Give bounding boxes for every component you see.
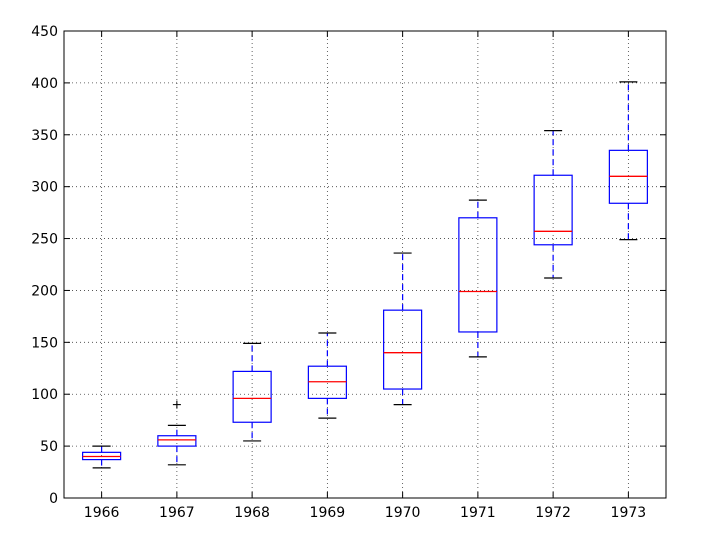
box-body: [533, 174, 573, 246]
x-tick-label: 1972: [535, 505, 571, 521]
x-tick-label: 1970: [385, 505, 421, 521]
y-tick-label: 200: [31, 283, 58, 299]
box-group: [82, 445, 122, 469]
y-tick-label: 450: [31, 24, 58, 40]
box-body: [458, 217, 498, 333]
box-group: [157, 400, 197, 466]
box-group: [533, 130, 573, 279]
x-tick-label: 1969: [310, 505, 346, 521]
x-tick-label: 1971: [460, 505, 496, 521]
box-group: [458, 199, 498, 358]
x-tick-label: 1968: [234, 505, 270, 521]
box-group: [608, 81, 648, 241]
y-tick-label: 400: [31, 76, 58, 92]
plot-frame: [63, 30, 667, 499]
box-body: [232, 370, 272, 423]
x-tick-label: 1967: [159, 505, 195, 521]
y-tick-label: 300: [31, 180, 58, 196]
y-tick-label: 0: [49, 491, 58, 507]
box-group: [307, 332, 347, 419]
x-tick-label: 1966: [84, 505, 120, 521]
box-body: [157, 435, 197, 447]
y-tick-label: 150: [31, 335, 58, 351]
box-body: [383, 309, 423, 390]
box-group: [383, 252, 423, 406]
y-tick-label: 100: [31, 387, 58, 403]
axes: 0 50 100 150 200 250 300 350 400 450 1966 1967 1968 1…: [31, 24, 666, 521]
box-marks: [82, 81, 648, 469]
y-tick-label: 350: [31, 128, 58, 144]
grid-lines: [64, 31, 666, 498]
y-tick-label: 250: [31, 232, 58, 248]
y-tick-label: 50: [40, 439, 58, 455]
box-group: [232, 342, 272, 442]
x-tick-label: 1973: [611, 505, 647, 521]
